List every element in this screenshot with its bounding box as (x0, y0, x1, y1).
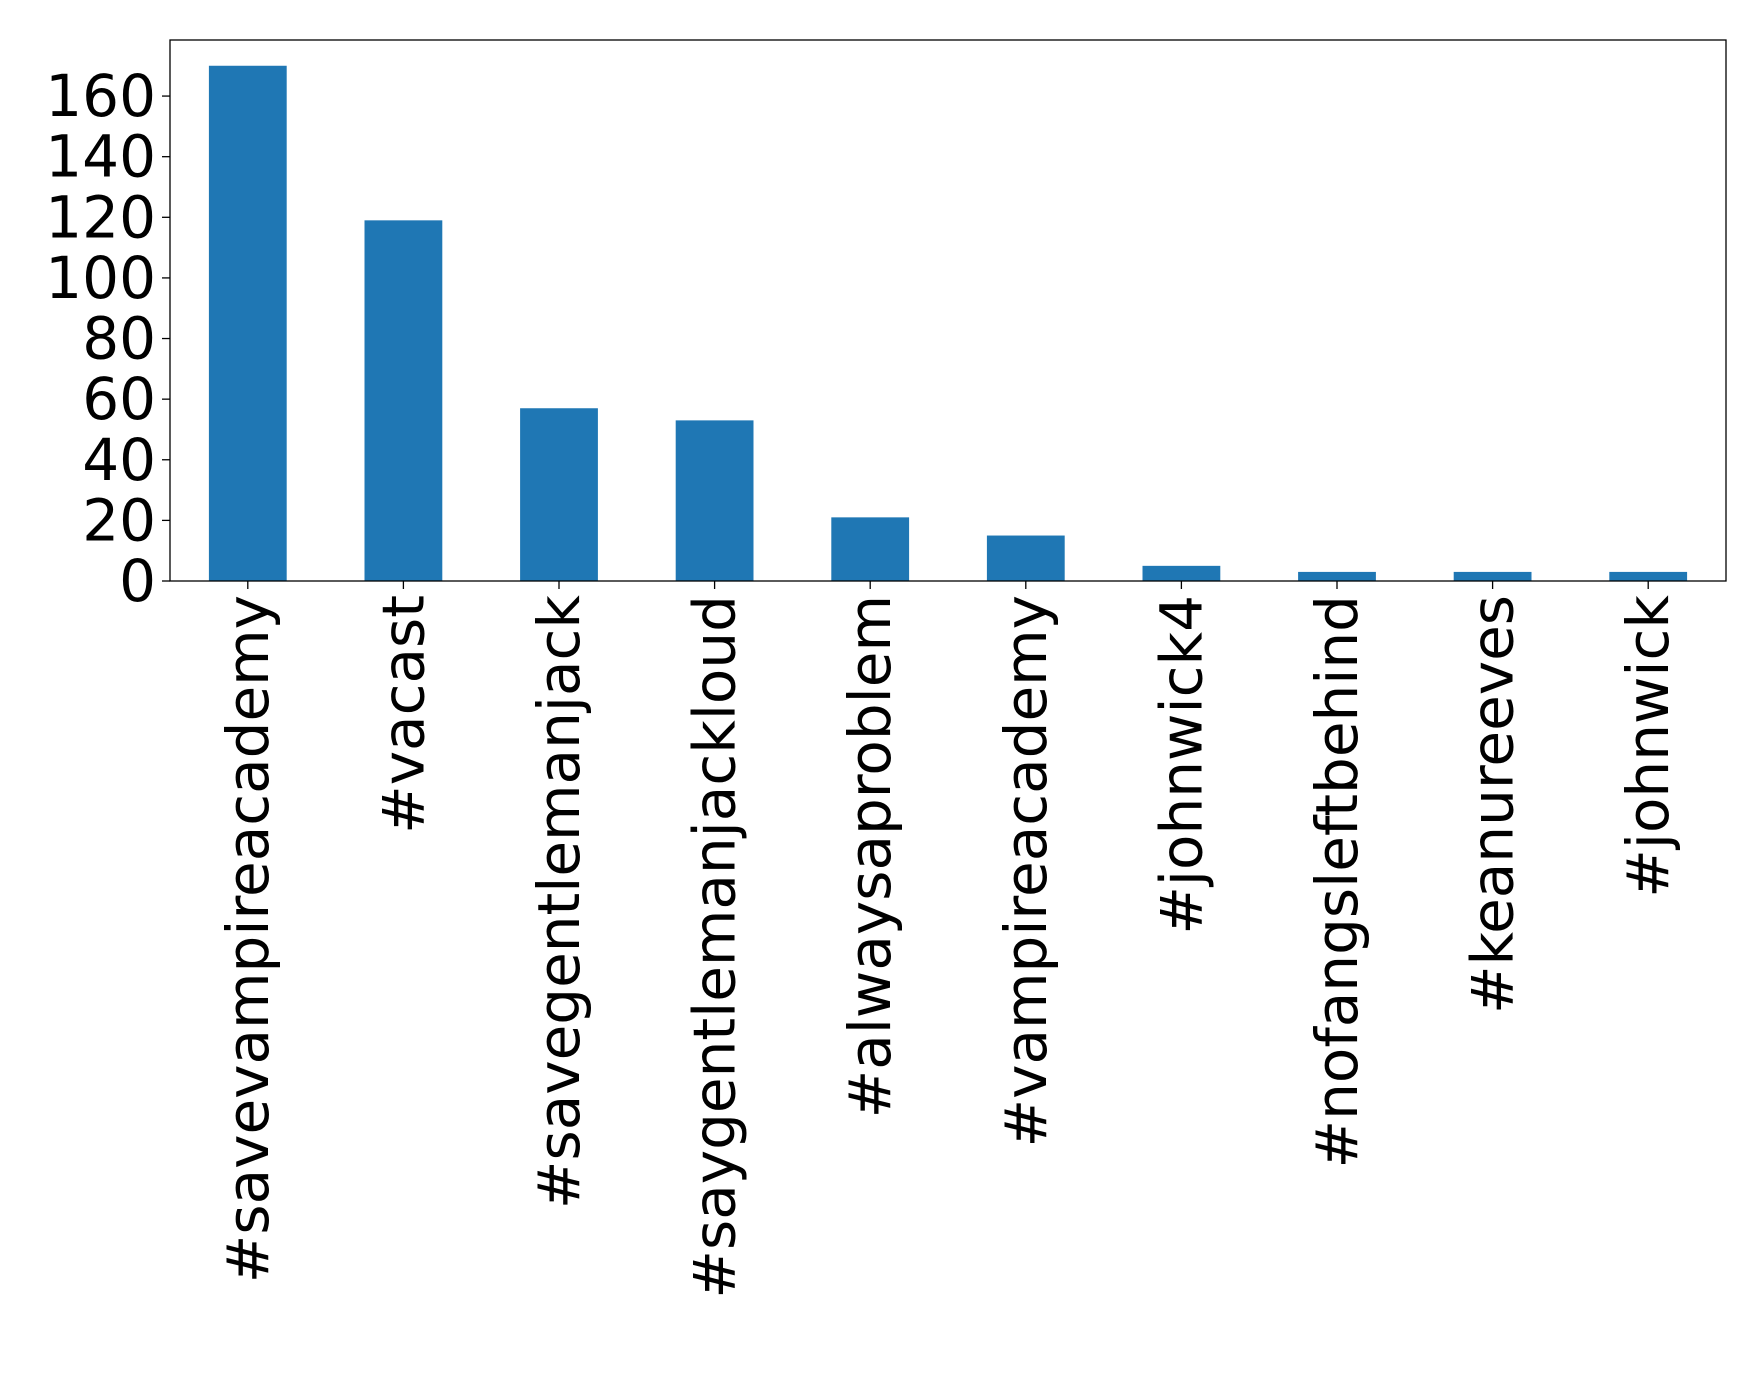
y-tick-label-3: 60 (82, 365, 156, 433)
plot-frame (169, 39, 1727, 582)
y-tick-label-0: 0 (119, 547, 156, 615)
x-tick-label-9: #johnwick (1614, 595, 1682, 898)
bar-9 (1609, 571, 1688, 581)
x-tick-label-5: #vampireacademy (992, 595, 1060, 1147)
bar-3 (675, 420, 754, 581)
x-tick-label-2: #savegentlemanjack (525, 595, 593, 1210)
x-tick-label-6: #johnwick4 (1147, 595, 1215, 935)
y-tick-label-4: 80 (82, 305, 156, 373)
bar-1 (364, 220, 443, 582)
bar-4 (831, 517, 910, 581)
bar-6 (1142, 565, 1221, 581)
bar-7 (1298, 571, 1376, 581)
x-tick-label-0: #savevampireacademy (214, 595, 282, 1283)
x-tick-label-4: #alwaysaproblem (836, 595, 904, 1118)
y-tick-label-2: 40 (82, 426, 156, 494)
x-tick-label-3: #saygentlemanjackloud (681, 595, 749, 1299)
bars-group (208, 65, 1688, 582)
bar-0 (208, 65, 287, 581)
x-tick-label-8: #keanureeves (1459, 595, 1527, 1014)
x-tick-label-1: #vacast (369, 595, 437, 834)
bar-8 (1453, 571, 1532, 581)
y-tick-label-8: 160 (45, 62, 156, 130)
bar-5 (986, 535, 1065, 581)
x-tick-label-7: #nofangsleftbehind (1303, 595, 1371, 1169)
bar-2 (520, 408, 598, 581)
y-tick-label-6: 120 (45, 183, 156, 251)
y-tick-label-1: 20 (82, 486, 156, 554)
y-tick-label-5: 100 (45, 244, 156, 312)
x-axis: #savevampireacademy #vacast #savegentleman… (214, 581, 1682, 1299)
y-tick-label-7: 140 (45, 123, 156, 191)
